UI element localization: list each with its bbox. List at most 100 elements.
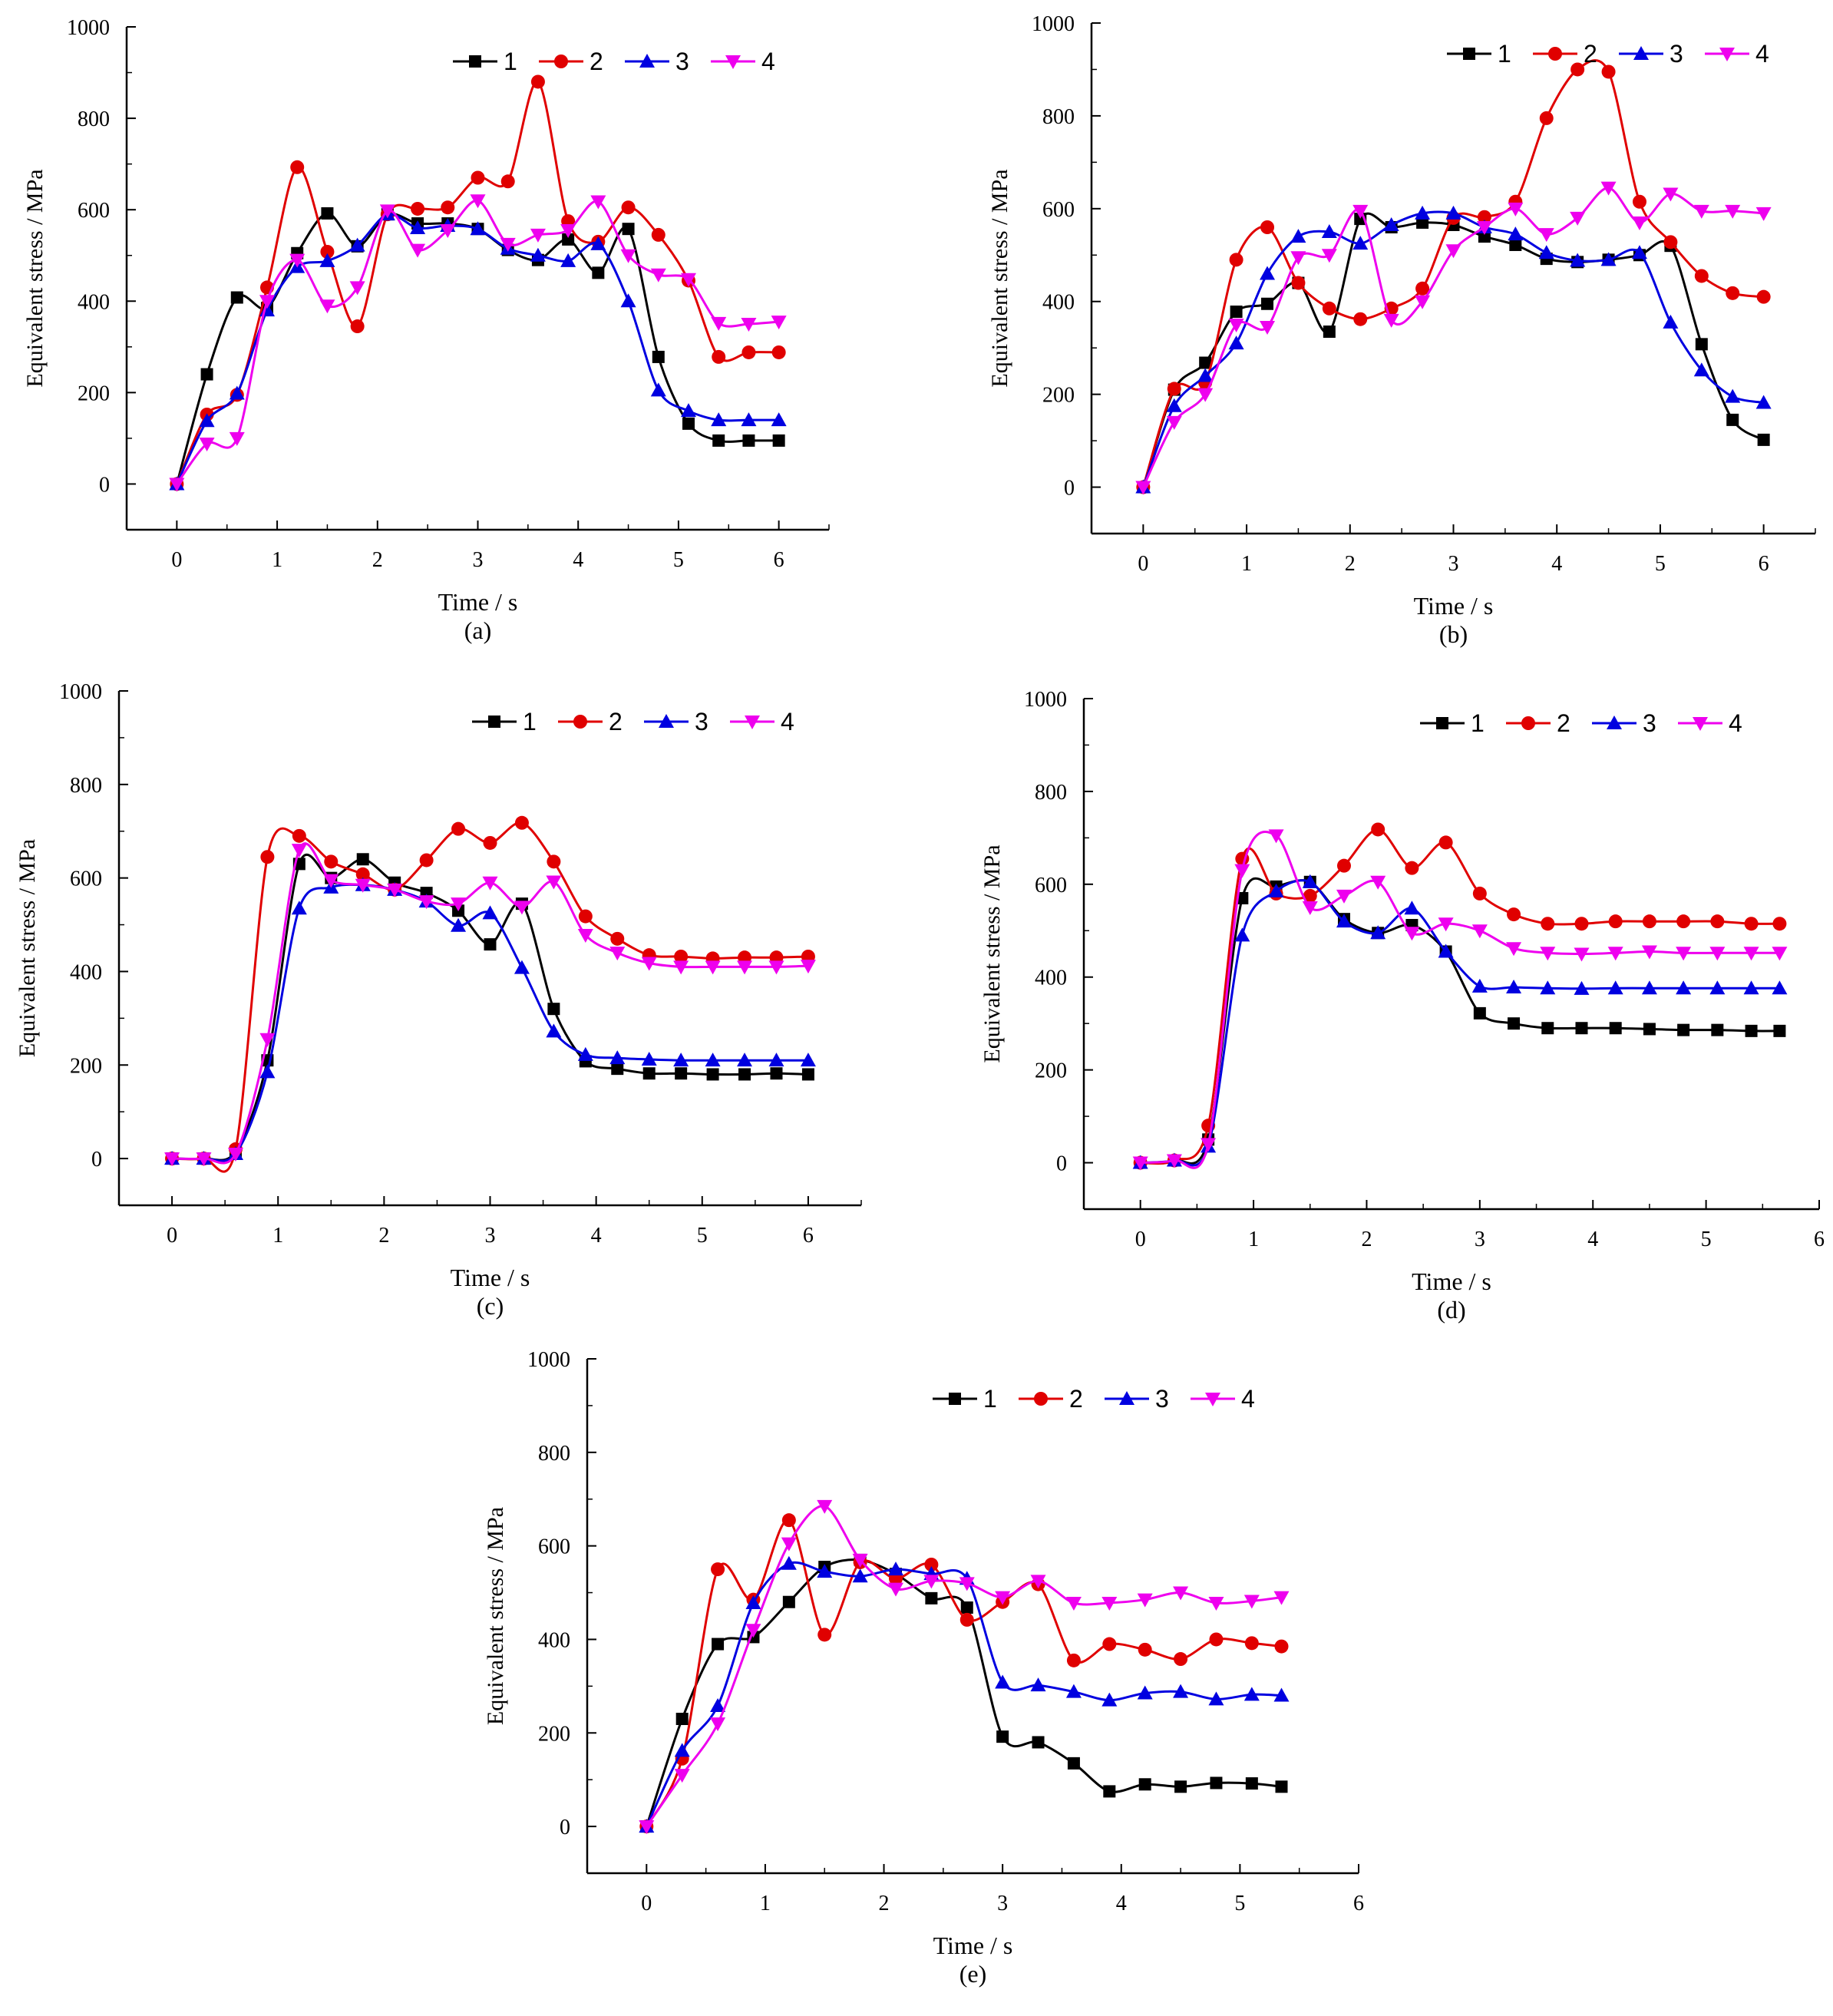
data-point-2 [1710, 914, 1725, 929]
data-point-1 [321, 207, 334, 220]
x-tick-label: 5 [1655, 552, 1666, 576]
data-point-3 [349, 237, 365, 252]
data-point-2 [1663, 235, 1678, 250]
data-point-4 [1268, 829, 1284, 844]
y-tick-label: 800 [70, 774, 102, 798]
data-point-4 [1676, 947, 1692, 961]
data-point-4 [1197, 388, 1214, 402]
y-tick-label: 800 [1042, 105, 1075, 129]
legend-label-2: 2 [1069, 1385, 1083, 1413]
data-point-3 [771, 412, 787, 427]
data-point-2 [1477, 210, 1491, 224]
data-point-1 [675, 1067, 688, 1080]
data-point-3 [514, 960, 530, 974]
data-point-4 [1476, 221, 1492, 235]
data-point-4 [546, 875, 562, 890]
x-tick-label: 0 [1138, 552, 1148, 576]
data-point-1 [1230, 306, 1243, 319]
data-point-2 [355, 867, 370, 881]
data-point-4 [1065, 1596, 1082, 1611]
y-tick-label: 600 [538, 1535, 570, 1559]
data-point-3 [199, 413, 215, 428]
data-point-4 [641, 957, 657, 971]
data-point-4 [1201, 1138, 1217, 1152]
data-point-4 [705, 960, 721, 975]
data-point-2 [817, 1628, 832, 1642]
data-point-3 [1725, 388, 1741, 403]
legend-marker-3 [639, 54, 655, 68]
x-tick-label: 1 [1241, 552, 1252, 576]
data-point-2 [1209, 1632, 1224, 1647]
data-point-2 [530, 74, 545, 89]
legend-marker-1 [488, 716, 500, 728]
y-tick-label: 400 [538, 1628, 570, 1652]
data-point-2 [1167, 382, 1181, 396]
data-point-2 [1066, 1653, 1081, 1667]
data-point-2 [1726, 286, 1740, 300]
data-point-3 [681, 403, 696, 418]
series-2 [165, 815, 815, 1173]
data-point-2 [674, 949, 689, 963]
data-point-4 [530, 228, 546, 243]
data-point-1 [925, 1591, 938, 1605]
data-point-3 [673, 1053, 689, 1067]
data-point-3 [1570, 253, 1586, 267]
x-tick-label: 3 [485, 1224, 496, 1248]
data-point-4 [674, 1769, 690, 1783]
data-point-3 [1268, 883, 1284, 897]
legend-label-1: 1 [983, 1385, 997, 1413]
data-point-3 [1352, 236, 1369, 250]
data-point-3 [1208, 1691, 1224, 1706]
data-point-4 [1693, 204, 1709, 219]
data-point-4 [923, 1575, 940, 1589]
data-point-4 [514, 901, 530, 915]
data-point-3 [888, 1562, 903, 1576]
data-point-1 [1199, 356, 1212, 369]
series-line-1 [172, 853, 808, 1162]
data-point-3 [291, 901, 307, 915]
data-point-4 [737, 960, 753, 975]
data-point-2 [1274, 1639, 1289, 1654]
legend-label-1: 1 [504, 48, 517, 75]
data-point-3 [1383, 216, 1399, 231]
data-point-4 [1772, 947, 1788, 961]
data-point-2 [1642, 914, 1656, 929]
data-point-4 [1137, 1593, 1153, 1608]
data-point-1 [592, 266, 605, 279]
data-point-2 [1438, 835, 1453, 850]
series-3 [169, 207, 787, 491]
series-line-3 [645, 1561, 1282, 1827]
series-4 [639, 1499, 1290, 1835]
legend-marker-2 [554, 55, 568, 68]
data-point-4 [745, 1624, 761, 1638]
data-point-1 [1478, 230, 1491, 243]
legend-label-2: 2 [1557, 709, 1570, 737]
x-tick-label: 4 [591, 1224, 602, 1248]
data-point-3 [546, 1023, 562, 1038]
y-tick-label: 600 [70, 868, 102, 891]
legend-label-4: 4 [781, 708, 794, 735]
data-point-3 [1370, 925, 1386, 940]
data-point-1 [770, 1067, 783, 1080]
legend-label-3: 3 [1670, 40, 1683, 68]
data-point-3 [1743, 980, 1759, 995]
data-point-4 [995, 1591, 1011, 1605]
data-point-4 [196, 1152, 212, 1167]
y-axis-title: Equivalent stress / MPa [979, 844, 1005, 1063]
data-point-2 [290, 160, 305, 174]
data-point-4 [673, 960, 689, 975]
legend: 1 2 3 4 [1420, 709, 1742, 737]
data-point-2 [1694, 269, 1709, 283]
data-point-3 [995, 1674, 1011, 1689]
x-tick-label: 1 [272, 548, 282, 572]
data-point-4 [1404, 927, 1420, 941]
series-2 [1136, 59, 1771, 494]
y-tick-label: 200 [78, 382, 110, 405]
data-point-3 [319, 253, 335, 267]
data-point-4 [1725, 204, 1741, 219]
data-point-4 [470, 194, 486, 209]
data-point-3 [1663, 314, 1679, 329]
data-point-2 [959, 1612, 974, 1627]
series-1 [166, 853, 814, 1165]
data-point-4 [817, 1499, 833, 1514]
